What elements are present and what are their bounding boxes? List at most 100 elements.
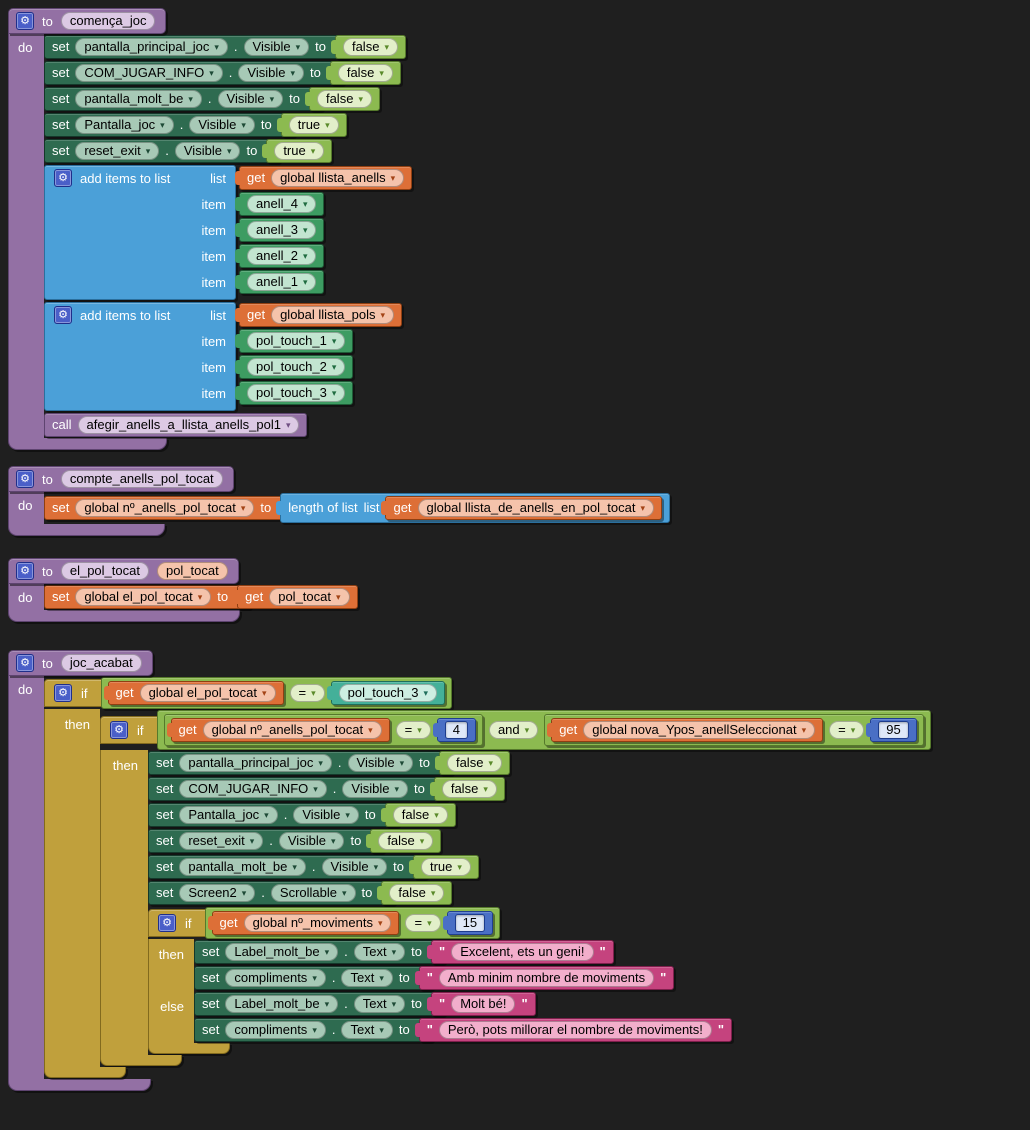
if-block-inner[interactable]: ⚙ if get global nº_moviments ▾ [148,907,733,1054]
logic-value-block[interactable]: true ▾ [276,113,347,137]
set-property-block[interactable]: set COM_JUGAR_INFO ▾ . Visible ▾ to [148,777,448,801]
component-dropdown[interactable]: anell_3 ▾ [247,221,317,239]
set-variable-block[interactable]: set global nº_anells_pol_tocat ▾ to [44,496,295,520]
property-dropdown[interactable]: Text ▾ [341,1021,393,1039]
procedure-name-field[interactable]: el_pol_tocat [60,562,149,580]
logic-value-block[interactable]: false ▾ [325,61,401,85]
component-dropdown[interactable]: pantalla_principal_joc ▾ [75,38,228,56]
logic-dropdown[interactable]: false ▾ [378,832,434,850]
component-dropdown[interactable]: pantalla_molt_be ▾ [179,858,306,876]
comparison-block[interactable]: get global nº_anells_pol_tocat ▾ = ▾ 4 [163,714,483,746]
logic-value-block[interactable]: true ▾ [408,855,479,879]
set-property-block[interactable]: set Pantalla_joc ▾ . Visible ▾ to [44,113,295,137]
property-dropdown[interactable]: Visible ▾ [321,858,388,876]
set-property-block[interactable]: set pantalla_principal_joc ▾ . Visible ▾ t… [148,751,453,775]
property-dropdown[interactable]: Visible ▾ [189,116,255,134]
component-dropdown[interactable]: COM_JUGAR_INFO ▾ [179,780,327,798]
property-dropdown[interactable]: Visible ▾ [174,142,241,160]
property-dropdown[interactable]: Visible ▾ [238,64,304,82]
logic-dropdown[interactable]: true ▾ [288,116,339,134]
if-block-outer[interactable]: ⚙ if get global el_pol_tocat ▾ = ▾ pol_tou… [44,677,931,1078]
property-dropdown[interactable]: Visible ▾ [278,832,345,850]
mutator-gear-icon[interactable]: ⚙ [16,470,34,488]
procedure-header[interactable]: ⚙ to compte_anells_pol_tocat [8,466,234,492]
number-block[interactable]: 95 [866,718,917,742]
set-property-block[interactable]: set Label_molt_be ▾ . Text ▾ to [194,940,446,964]
comparison-block[interactable]: get global nova_Ypos_anellSeleccionat ▾ =… [544,714,924,746]
component-dropdown[interactable]: Pantalla_joc ▾ [179,806,278,824]
procedure-block-comenca-joc[interactable]: ⚙ to comença_joc do set pantalla_princip… [8,8,413,450]
operator-dropdown[interactable]: = ▾ [405,914,441,932]
number-field[interactable]: 15 [454,914,486,932]
procedure-header[interactable]: ⚙ to el_pol_tocat pol_tocat [8,558,239,584]
variable-dropdown[interactable]: global llista_anells ▾ [271,169,405,187]
procedure-dropdown[interactable]: afegir_anells_a_llista_anells_pol1 ▾ [77,416,300,434]
variable-dropdown[interactable]: global el_pol_tocat ▾ [139,684,276,702]
get-variable-block[interactable]: get global llista_anells ▾ [234,166,413,190]
logic-dropdown[interactable]: false ▾ [392,806,448,824]
comparison-block[interactable]: get global el_pol_tocat ▾ = ▾ pol_touch_3 ▾ [100,677,453,709]
component-dropdown[interactable]: COM_JUGAR_INFO ▾ [75,64,223,82]
variable-dropdown[interactable]: global llista_pols ▾ [271,306,395,324]
logic-value-block[interactable]: false ▾ [377,881,453,905]
variable-dropdown[interactable]: global llista_de_anells_en_pol_tocat ▾ [417,499,654,517]
set-property-block[interactable]: set pantalla_molt_be ▾ . Visible ▾ to [148,855,427,879]
number-block[interactable]: 15 [442,911,494,935]
get-variable-block[interactable]: get global llista_pols ▾ [234,303,403,327]
set-property-block[interactable]: set Label_molt_be ▾ . Text ▾ to [194,992,446,1016]
component-dropdown[interactable]: compliments ▾ [225,1021,326,1039]
component-dropdown[interactable]: reset_exit ▾ [75,142,160,160]
if-block-middle[interactable]: ⚙ if get global nº_anells_pol_tocat ▾ [100,710,931,1066]
property-dropdown[interactable]: Visible ▾ [342,780,408,798]
property-dropdown[interactable]: Visible ▾ [347,754,414,772]
component-value-block[interactable]: anell_2 ▾ [234,244,325,268]
text-string-block[interactable]: " Però, pots millorar el nombre de movim… [414,1018,733,1042]
set-variable-block[interactable]: set global el_pol_tocat ▾ to [44,585,252,609]
add-items-to-list-block[interactable]: ⚙ add items to list list get global llis… [44,302,403,411]
logic-dropdown[interactable]: false ▾ [389,884,445,902]
component-dropdown[interactable]: Pantalla_joc ▾ [75,116,174,134]
variable-dropdown[interactable]: global el_pol_tocat ▾ [75,588,212,606]
component-dropdown[interactable]: Screen2 ▾ [179,884,256,902]
set-property-block[interactable]: set Screen2 ▾ . Scrollable ▾ to [148,881,396,905]
set-property-block[interactable]: set COM_JUGAR_INFO ▾ . Visible ▾ to [44,61,344,85]
text-string-block[interactable]: " Amb minim nombre de moviments " [414,966,675,990]
set-property-block[interactable]: set reset_exit ▾ . Visible ▾ to [148,829,385,853]
logic-dropdown[interactable]: true ▾ [420,858,471,876]
mutator-gear-icon[interactable]: ⚙ [16,12,34,30]
add-items-to-list-block[interactable]: ⚙ add items to list list get global llis… [44,165,413,300]
logic-value-block[interactable]: false ▾ [304,87,380,111]
variable-dropdown[interactable]: global nº_anells_pol_tocat ▾ [202,721,382,739]
mutator-gear-icon[interactable]: ⚙ [54,306,72,324]
get-variable-block[interactable]: get global nº_moviments ▾ [207,911,400,935]
text-string-block[interactable]: " Molt bé! " [427,992,536,1016]
logic-value-block[interactable]: false ▾ [434,751,510,775]
variable-dropdown[interactable]: pol_tocat ▾ [269,588,350,606]
comparison-block[interactable]: get global nº_moviments ▾ = ▾ 15 [204,907,501,939]
set-property-block[interactable]: set pantalla_principal_joc ▾ . Visible ▾ t… [44,35,349,59]
logic-dropdown[interactable]: true ▾ [274,142,325,160]
set-property-block[interactable]: set compliments ▾ . Text ▾ to [194,1018,433,1042]
procedure-name-field[interactable]: comença_joc [60,12,156,30]
component-dropdown[interactable]: pantalla_principal_joc ▾ [179,754,332,772]
set-property-block[interactable]: set pantalla_molt_be ▾ . Visible ▾ to [44,87,323,111]
text-field[interactable]: Amb minim nombre de moviments [438,969,655,987]
set-property-block[interactable]: set reset_exit ▾ . Visible ▾ to [44,139,281,163]
property-dropdown[interactable]: Visible ▾ [243,38,310,56]
procedure-name-field[interactable]: compte_anells_pol_tocat [60,470,223,488]
mutator-gear-icon[interactable]: ⚙ [54,169,72,187]
set-property-block[interactable]: set Pantalla_joc ▾ . Visible ▾ to [148,803,399,827]
operator-dropdown[interactable]: = ▾ [829,721,865,739]
property-dropdown[interactable]: Text ▾ [353,995,406,1013]
procedure-header[interactable]: ⚙ to joc_acabat [8,650,153,676]
component-dropdown[interactable]: anell_2 ▾ [247,247,317,265]
mutator-gear-icon[interactable]: ⚙ [110,721,128,739]
logic-value-block[interactable]: false ▾ [366,829,442,853]
logic-dropdown[interactable]: false ▾ [316,90,372,108]
get-variable-block[interactable]: get global nova_Ypos_anellSeleccionat ▾ [547,718,824,742]
component-value-block[interactable]: pol_touch_1 ▾ [234,329,354,353]
get-variable-block[interactable]: get pol_tocat ▾ [233,585,358,609]
logic-value-block[interactable]: false ▾ [380,803,456,827]
get-variable-block[interactable]: get global llista_de_anells_en_pol_tocat… [381,496,662,520]
logic-dropdown[interactable]: false ▾ [337,64,393,82]
